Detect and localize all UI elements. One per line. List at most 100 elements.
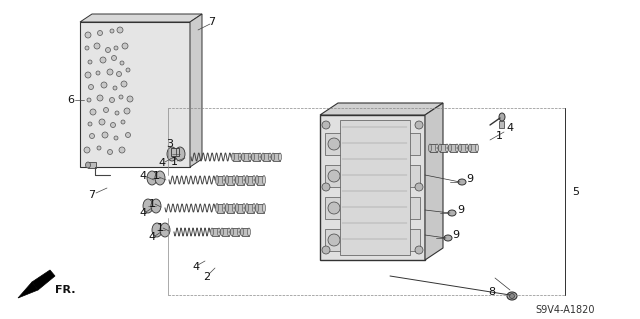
Ellipse shape bbox=[438, 144, 442, 152]
Ellipse shape bbox=[248, 228, 250, 236]
Ellipse shape bbox=[86, 162, 90, 168]
Ellipse shape bbox=[246, 175, 248, 184]
Text: 1: 1 bbox=[170, 157, 177, 167]
Bar bbox=[250, 156, 253, 158]
Bar bbox=[232, 228, 239, 236]
Ellipse shape bbox=[269, 153, 271, 161]
Circle shape bbox=[379, 234, 391, 246]
Ellipse shape bbox=[252, 153, 255, 161]
Ellipse shape bbox=[232, 153, 234, 161]
Circle shape bbox=[322, 121, 330, 129]
Circle shape bbox=[509, 293, 515, 299]
Ellipse shape bbox=[458, 144, 461, 152]
Ellipse shape bbox=[456, 144, 458, 152]
Circle shape bbox=[108, 150, 113, 154]
Bar bbox=[233, 153, 240, 161]
Text: 7: 7 bbox=[88, 190, 95, 200]
Bar bbox=[457, 147, 460, 149]
Ellipse shape bbox=[262, 175, 266, 184]
Circle shape bbox=[127, 96, 133, 102]
Circle shape bbox=[379, 138, 391, 150]
Circle shape bbox=[114, 136, 118, 140]
Bar bbox=[227, 204, 234, 213]
Ellipse shape bbox=[241, 153, 244, 161]
Polygon shape bbox=[80, 14, 202, 22]
Text: 8: 8 bbox=[488, 287, 495, 297]
Bar bbox=[257, 176, 264, 185]
Bar bbox=[237, 204, 244, 213]
Bar bbox=[212, 228, 219, 236]
Circle shape bbox=[111, 122, 115, 128]
Ellipse shape bbox=[253, 175, 255, 184]
Circle shape bbox=[102, 132, 108, 138]
Ellipse shape bbox=[476, 144, 479, 152]
Text: 3: 3 bbox=[166, 139, 173, 149]
Text: 4: 4 bbox=[140, 171, 147, 181]
Circle shape bbox=[88, 85, 93, 90]
Circle shape bbox=[85, 32, 91, 38]
Bar bbox=[460, 144, 467, 152]
Circle shape bbox=[117, 27, 123, 33]
Circle shape bbox=[396, 234, 408, 246]
Bar bbox=[273, 153, 280, 161]
Circle shape bbox=[125, 132, 131, 137]
Bar bbox=[325, 229, 420, 251]
Bar bbox=[263, 153, 270, 161]
Circle shape bbox=[345, 234, 357, 246]
Ellipse shape bbox=[444, 235, 452, 241]
Circle shape bbox=[345, 202, 357, 214]
Text: 2: 2 bbox=[204, 272, 211, 282]
Circle shape bbox=[119, 147, 125, 153]
Bar bbox=[254, 179, 257, 181]
Text: S9V4-A1820: S9V4-A1820 bbox=[535, 305, 595, 315]
Circle shape bbox=[328, 234, 340, 246]
Circle shape bbox=[328, 138, 340, 150]
Ellipse shape bbox=[255, 175, 259, 184]
Circle shape bbox=[90, 109, 96, 115]
Bar bbox=[244, 207, 247, 209]
Bar bbox=[224, 207, 227, 209]
Bar bbox=[260, 156, 263, 158]
Text: 9: 9 bbox=[452, 230, 460, 240]
Bar bbox=[450, 144, 457, 152]
Ellipse shape bbox=[221, 228, 223, 236]
Text: 1: 1 bbox=[148, 199, 156, 209]
Ellipse shape bbox=[216, 175, 218, 184]
Text: 9: 9 bbox=[458, 205, 465, 215]
Ellipse shape bbox=[445, 144, 449, 152]
Circle shape bbox=[379, 170, 391, 182]
Bar bbox=[229, 231, 232, 233]
Bar bbox=[440, 144, 447, 152]
Ellipse shape bbox=[448, 210, 456, 216]
Circle shape bbox=[85, 72, 91, 78]
Circle shape bbox=[116, 71, 122, 77]
Circle shape bbox=[90, 133, 95, 138]
Circle shape bbox=[119, 95, 123, 99]
Circle shape bbox=[121, 81, 127, 87]
Text: 4: 4 bbox=[148, 232, 156, 242]
Bar bbox=[244, 179, 247, 181]
Circle shape bbox=[362, 234, 374, 246]
Ellipse shape bbox=[218, 228, 221, 236]
Ellipse shape bbox=[236, 175, 239, 184]
Ellipse shape bbox=[225, 204, 228, 212]
Ellipse shape bbox=[262, 153, 264, 161]
Ellipse shape bbox=[465, 144, 468, 152]
Ellipse shape bbox=[152, 223, 162, 237]
Ellipse shape bbox=[143, 199, 153, 213]
Circle shape bbox=[126, 68, 130, 72]
Bar bbox=[88, 162, 96, 168]
Bar bbox=[253, 153, 260, 161]
Ellipse shape bbox=[147, 171, 157, 185]
Bar bbox=[325, 133, 420, 155]
Bar bbox=[237, 176, 244, 185]
Circle shape bbox=[362, 202, 374, 214]
Ellipse shape bbox=[449, 144, 451, 152]
Ellipse shape bbox=[429, 144, 431, 152]
Circle shape bbox=[362, 138, 374, 150]
Circle shape bbox=[124, 108, 130, 114]
Ellipse shape bbox=[499, 113, 505, 121]
Bar bbox=[430, 144, 437, 152]
Ellipse shape bbox=[223, 175, 225, 184]
Circle shape bbox=[396, 202, 408, 214]
